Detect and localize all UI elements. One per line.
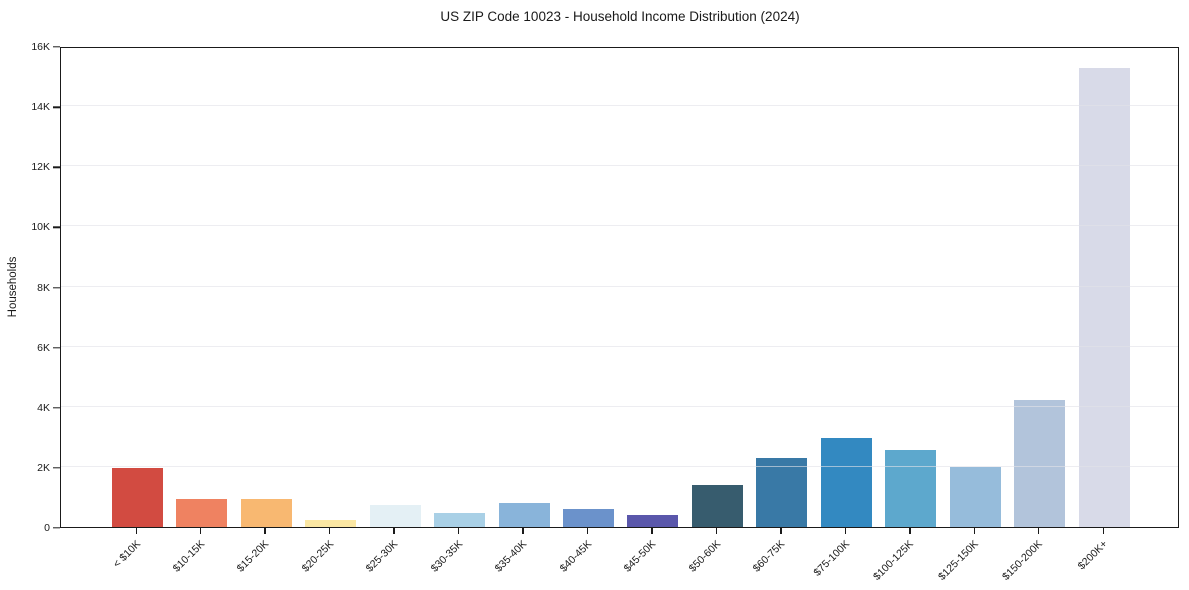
x-tick-label: $15-20K	[235, 538, 272, 575]
x-tick-label: $30-35K	[428, 538, 466, 575]
x-tick-mark	[393, 528, 395, 534]
bar-$40-45K	[562, 509, 614, 527]
bar-$125-150K	[949, 467, 1001, 527]
x-tick-label: $50-60K	[686, 538, 723, 575]
bar-$150-200K	[1014, 399, 1066, 527]
gridline-6K	[61, 345, 1178, 347]
x-tick-label: $75-100K	[811, 538, 852, 579]
x-tick-mark	[909, 528, 911, 534]
y-tick-mark	[53, 407, 60, 409]
y-tick-mark	[53, 166, 60, 168]
gridline-10K	[61, 225, 1178, 227]
x-tick-mark	[264, 528, 266, 534]
gridline-2K	[61, 465, 1178, 467]
y-tick-label: 16K	[31, 41, 50, 53]
bar-$20-25K	[305, 519, 357, 527]
x-tick-label: $150-200K	[1000, 538, 1046, 583]
y-tick-mark	[53, 106, 60, 108]
x-tick-label: $60-75K	[750, 538, 788, 575]
x-tick-label: $200K+	[1075, 538, 1110, 573]
x-tick-label: $45-50K	[621, 538, 659, 575]
chart-title: US ZIP Code 10023 - Household Income Dis…	[440, 9, 800, 24]
x-tick-mark	[457, 528, 460, 534]
x-tick-mark	[973, 528, 975, 534]
y-tick-mark	[53, 527, 60, 529]
gridline-4K	[61, 405, 1178, 407]
y-tick-label: 14K	[31, 101, 50, 114]
x-tick-mark	[199, 528, 202, 534]
bar-$75-100K	[820, 437, 872, 527]
bar-$200K+	[1078, 67, 1130, 527]
y-tick-mark	[53, 46, 60, 48]
bar-$60-75K	[756, 457, 808, 527]
bar-$30-35K	[434, 512, 486, 527]
y-tick-label: 12K	[31, 161, 50, 174]
bar-$100-125K	[885, 449, 937, 527]
y-tick-mark	[53, 346, 60, 349]
y-tick-label: 4K	[37, 401, 50, 414]
gridline-12K	[61, 165, 1178, 167]
x-tick-mark	[328, 528, 331, 534]
y-tick-label: 2K	[37, 461, 50, 474]
x-tick-label: < $10K	[110, 538, 143, 571]
x-tick-mark	[522, 528, 524, 534]
bar-$15-20K	[240, 498, 292, 527]
x-tick-label: $10-15K	[170, 538, 208, 575]
y-tick-label: 8K	[37, 281, 50, 294]
bar-$35-40K	[498, 503, 550, 527]
x-tick-label: $40-45K	[557, 538, 594, 575]
x-tick-label: $25-30K	[364, 538, 401, 575]
x-tick-mark	[1102, 528, 1104, 534]
bar-$50-60K	[691, 485, 743, 527]
y-tick-label: 0	[44, 522, 50, 534]
bar-$25-30K	[369, 505, 421, 527]
x-tick-mark	[715, 528, 718, 534]
plot-area	[60, 47, 1179, 528]
x-tick-label: $125-150K	[935, 538, 981, 583]
x-tick-label: $35-40K	[492, 538, 530, 575]
x-tick-mark	[586, 528, 589, 534]
x-tick-mark	[780, 528, 782, 534]
x-tick-mark	[651, 528, 653, 534]
y-tick-label: 6K	[37, 341, 50, 354]
gridline-8K	[61, 285, 1178, 287]
y-tick-label: 10K	[31, 221, 50, 234]
bar-$10-15K	[176, 499, 228, 527]
bar-$45-50K	[627, 514, 679, 527]
y-tick-mark	[53, 286, 60, 289]
y-tick-mark	[53, 226, 60, 229]
gridline-14K	[61, 105, 1178, 107]
x-tick-mark	[1038, 528, 1040, 534]
x-tick-mark	[844, 528, 847, 534]
x-tick-label: $20-25K	[299, 538, 337, 575]
y-tick-mark	[53, 467, 60, 469]
x-tick-mark	[135, 528, 137, 534]
x-tick-label: $100-125K	[871, 538, 917, 583]
bar-< $10K	[111, 468, 163, 527]
